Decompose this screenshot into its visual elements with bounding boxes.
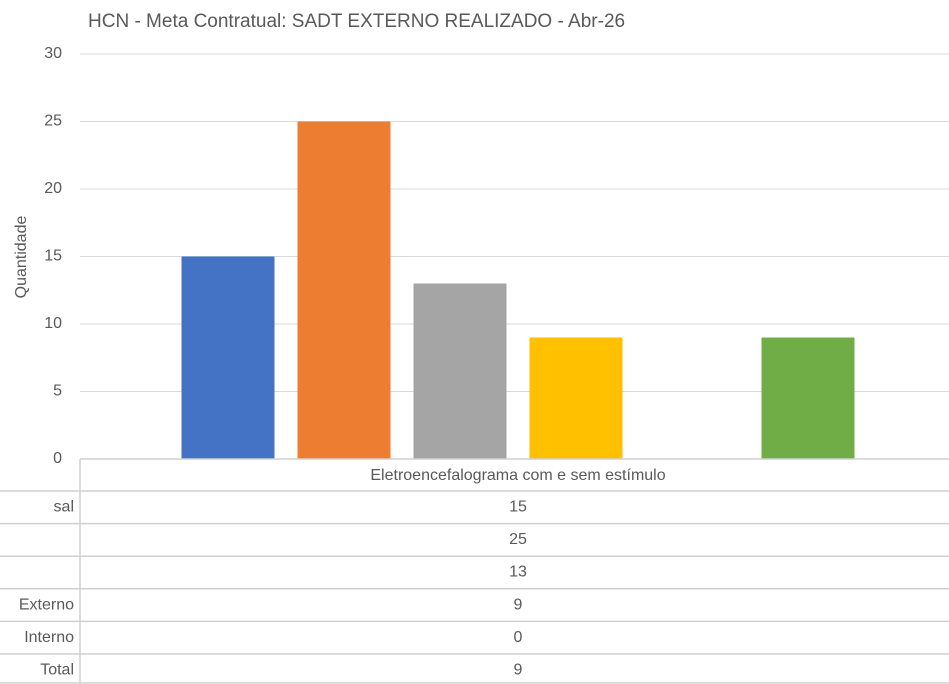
y-tick-label: 0 — [53, 450, 62, 467]
table-value: 9 — [514, 662, 523, 679]
y-axis-label: Quantidade — [13, 216, 30, 299]
bar — [761, 337, 855, 459]
y-tick-label: 20 — [44, 180, 62, 197]
row-label: Externo — [19, 596, 74, 613]
y-tick-label: 30 — [44, 45, 62, 62]
row-label: Total — [40, 662, 74, 679]
table-value: 9 — [514, 596, 523, 613]
table-value: 25 — [509, 531, 527, 548]
y-tick-label: 10 — [44, 315, 62, 332]
chart-title: HCN - Meta Contratual: SADT EXTERNO REAL… — [88, 11, 625, 32]
table-header: Eletroencefalograma com e sem estímulo — [370, 467, 665, 484]
y-tick-label: 25 — [44, 113, 62, 130]
table-value: 15 — [509, 499, 527, 516]
y-tick-label: 15 — [44, 248, 62, 265]
table-value: 0 — [514, 629, 523, 646]
y-tick-label: 5 — [53, 383, 62, 400]
bar — [529, 337, 623, 459]
bar — [413, 283, 507, 459]
table-value: 13 — [509, 564, 527, 581]
bar — [181, 256, 275, 459]
bar — [297, 121, 391, 459]
row-label: sal — [54, 499, 74, 516]
row-label: Interno — [24, 629, 74, 646]
